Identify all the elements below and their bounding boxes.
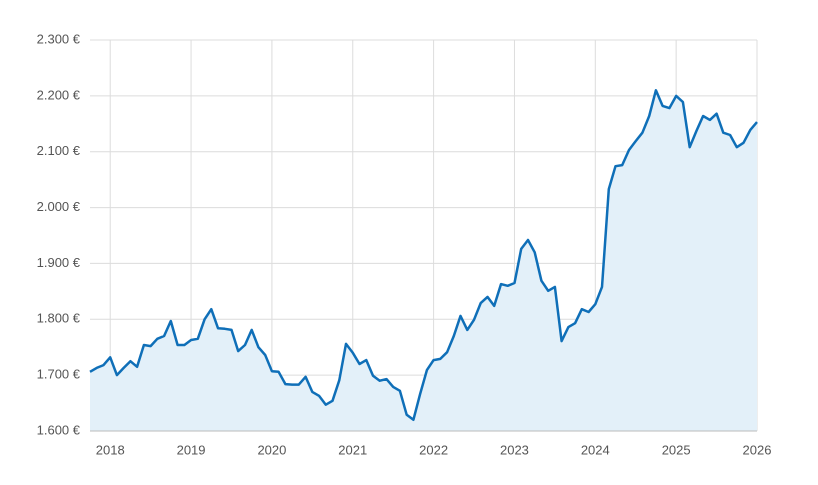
x-tick-label: 2019: [177, 442, 206, 457]
x-tick-label: 2024: [581, 442, 610, 457]
line: [89, 89, 758, 422]
x-tick-label: 2021: [338, 442, 367, 457]
x-tick-label: 2022: [419, 442, 448, 457]
x-tick-label: 2025: [662, 442, 691, 457]
y-tick-label: 1.800 €: [37, 311, 81, 326]
y-tick-label: 1.600 €: [37, 422, 81, 437]
y-tick-label: 2.200 €: [37, 87, 81, 102]
y-tick-label: 2.300 €: [37, 31, 81, 46]
y-tick-label: 1.900 €: [37, 255, 81, 270]
x-tick-label: 2018: [96, 442, 125, 457]
x-tick-label: 2020: [257, 442, 286, 457]
x-tick-label: 2023: [500, 442, 529, 457]
y-tick-label: 2.100 €: [37, 143, 81, 158]
y-tick-label: 1.700 €: [37, 367, 81, 382]
x-tick-label: 2026: [743, 442, 772, 457]
y-tick-label: 2.000 €: [37, 199, 81, 214]
